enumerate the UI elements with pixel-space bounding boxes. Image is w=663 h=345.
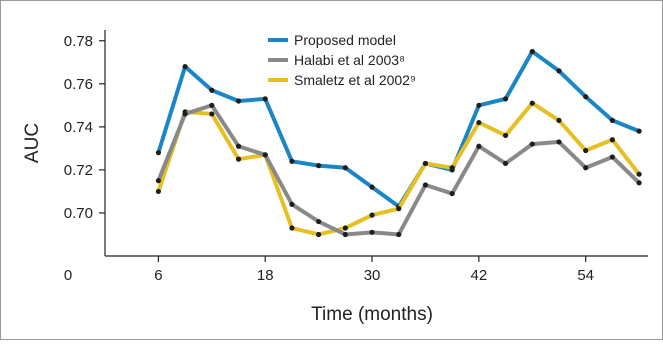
- data-point: [342, 231, 348, 238]
- data-point: [449, 190, 455, 197]
- data-point: [369, 229, 375, 235]
- data-point: [476, 143, 482, 149]
- data-point: [636, 128, 642, 134]
- data-point: [502, 160, 509, 167]
- data-point: [396, 206, 402, 212]
- data-point: [502, 96, 509, 102]
- x-tick-label: 54: [577, 267, 594, 284]
- y-tick-label: 0.76: [64, 76, 93, 93]
- x-tick-label: 6: [154, 267, 162, 284]
- data-point: [449, 165, 455, 171]
- data-point: [556, 139, 562, 145]
- data-point: [609, 154, 615, 160]
- data-point: [235, 143, 242, 149]
- data-point: [396, 231, 402, 238]
- data-point: [476, 102, 482, 108]
- legend-label: Halabi et al 2003⁸: [294, 52, 405, 68]
- y-tick-label: 0.78: [64, 33, 93, 50]
- data-point: [369, 184, 375, 190]
- x-axis-title: Time (months): [311, 304, 433, 325]
- data-point: [155, 150, 162, 156]
- data-point: [502, 132, 509, 139]
- data-point: [529, 48, 535, 55]
- series-layer: [155, 48, 642, 238]
- data-point: [209, 102, 215, 108]
- y-tick-label: 0.72: [64, 162, 93, 179]
- x-axis-ticks: 0 6 18 30 42 54: [64, 256, 594, 284]
- data-point: [289, 201, 295, 207]
- data-point: [529, 141, 535, 147]
- data-point: [636, 180, 642, 186]
- x-tick-label: 30: [364, 267, 381, 284]
- data-point: [342, 225, 348, 231]
- data-point: [556, 117, 562, 123]
- data-point: [262, 96, 268, 102]
- data-point: [583, 147, 589, 154]
- data-point: [155, 178, 162, 184]
- data-point: [316, 218, 322, 225]
- data-point: [155, 188, 162, 195]
- data-point: [529, 100, 535, 106]
- y-tick-label: 0.70: [64, 205, 93, 222]
- data-point: [583, 94, 589, 100]
- y-axis-ticks: 0.70 0.72 0.74 0.76 0.78: [64, 33, 105, 222]
- data-point: [636, 171, 642, 177]
- legend-label: Smaletz et al 2002⁹: [294, 72, 416, 88]
- x-tick-label: 42: [471, 267, 488, 284]
- legend: Proposed model Halabi et al 2003⁸ Smaletz …: [268, 32, 416, 88]
- data-point: [316, 231, 322, 238]
- data-point: [316, 163, 322, 169]
- x-tick-label: 18: [257, 267, 274, 284]
- data-point: [235, 98, 242, 104]
- data-point: [609, 117, 615, 123]
- y-tick-label: 0.74: [64, 119, 93, 136]
- x-tick-label: 0: [64, 267, 72, 284]
- data-point: [209, 87, 215, 93]
- data-point: [583, 165, 589, 171]
- data-point: [342, 165, 348, 171]
- series-halabi-et-al-2003: [155, 102, 642, 238]
- data-point: [182, 111, 188, 117]
- data-point: [369, 212, 375, 218]
- data-point: [422, 182, 429, 188]
- data-point: [182, 63, 188, 70]
- data-point: [476, 119, 482, 126]
- data-point: [422, 160, 429, 167]
- legend-label: Proposed model: [294, 32, 396, 48]
- series-smaletz-et-al-2002: [155, 100, 642, 238]
- y-axis-title: AUC: [22, 123, 43, 163]
- data-point: [209, 111, 215, 117]
- data-point: [289, 158, 295, 164]
- data-point: [609, 137, 615, 143]
- data-point: [262, 152, 268, 158]
- data-point: [235, 156, 242, 162]
- data-point: [289, 225, 295, 231]
- data-point: [556, 68, 562, 74]
